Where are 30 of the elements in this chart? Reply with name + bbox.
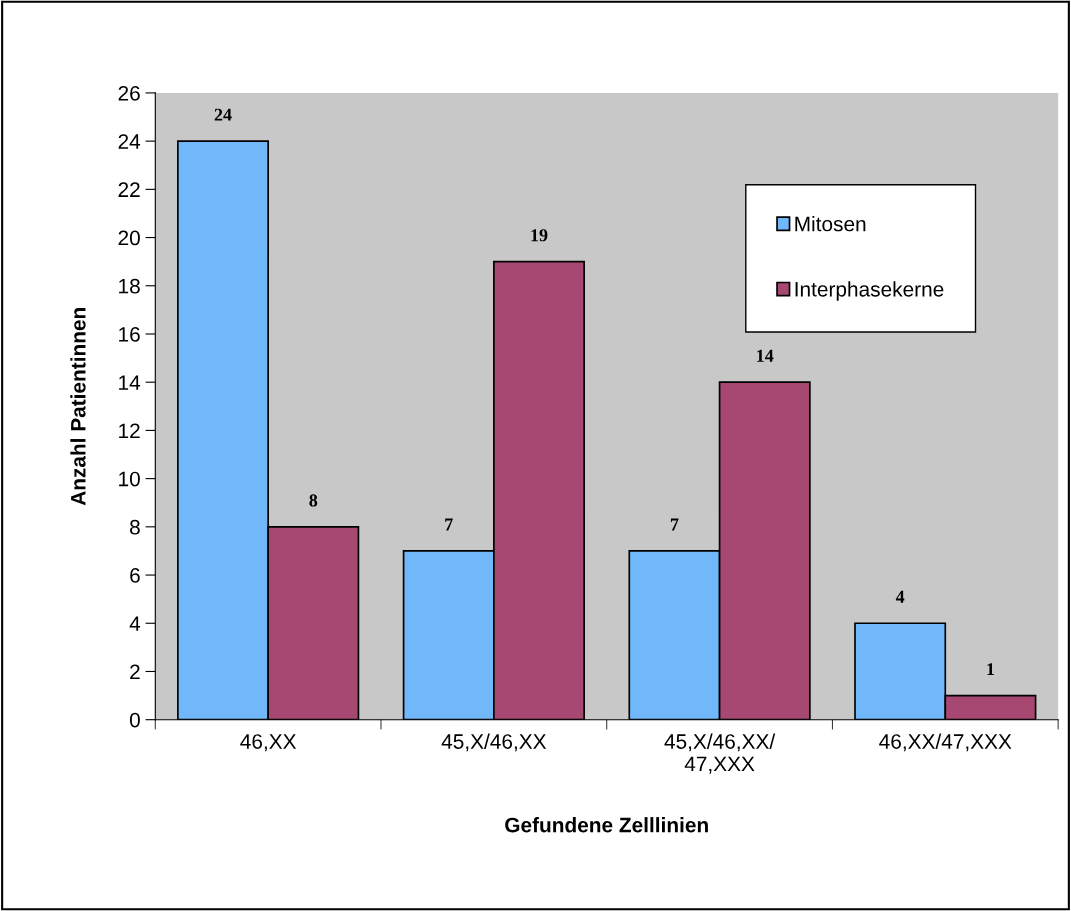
x-tick-label: 46,XX <box>240 734 297 752</box>
data-label: 1 <box>987 663 995 676</box>
data-label: 24 <box>214 108 232 121</box>
data-label: 4 <box>895 590 905 603</box>
y-tick-label: 4 <box>129 616 141 631</box>
legend-label: Interphasekerne <box>795 281 944 301</box>
y-tick-label: 8 <box>130 519 140 535</box>
y-tick-label: 10 <box>119 471 140 487</box>
x-tick-label: 45,X/46,XX/ 47,XXX <box>664 733 776 774</box>
y-tick-label: 12 <box>119 423 140 438</box>
legend-label: Mitosen <box>795 216 866 232</box>
data-label: 7 <box>670 518 679 531</box>
y-tick-label: 24 <box>118 134 141 149</box>
y-tick-label: 18 <box>119 278 140 294</box>
y-tick-label: 2 <box>130 664 140 680</box>
data-label: 14 <box>757 349 774 362</box>
y-tick-label: 14 <box>119 375 141 390</box>
data-label: 8 <box>309 494 318 507</box>
y-tick-label: 0 <box>129 712 140 728</box>
data-label: 19 <box>531 229 548 242</box>
data-label: 7 <box>445 518 453 531</box>
y-tick-label: 6 <box>130 568 140 583</box>
y-tick-label: 20 <box>118 230 140 246</box>
x-tick-label: 45,X/46,XX <box>441 733 547 752</box>
x-axis-title: Gefundene Zelllinien <box>505 817 708 833</box>
y-tick-label: 26 <box>118 85 140 101</box>
y-tick-label: 16 <box>119 326 140 342</box>
x-tick-label: 46,XX/47,XXX <box>879 733 1012 752</box>
y-tick-label: 22 <box>118 182 140 197</box>
y-axis-title: Anzahl Patientinnen <box>70 308 86 506</box>
